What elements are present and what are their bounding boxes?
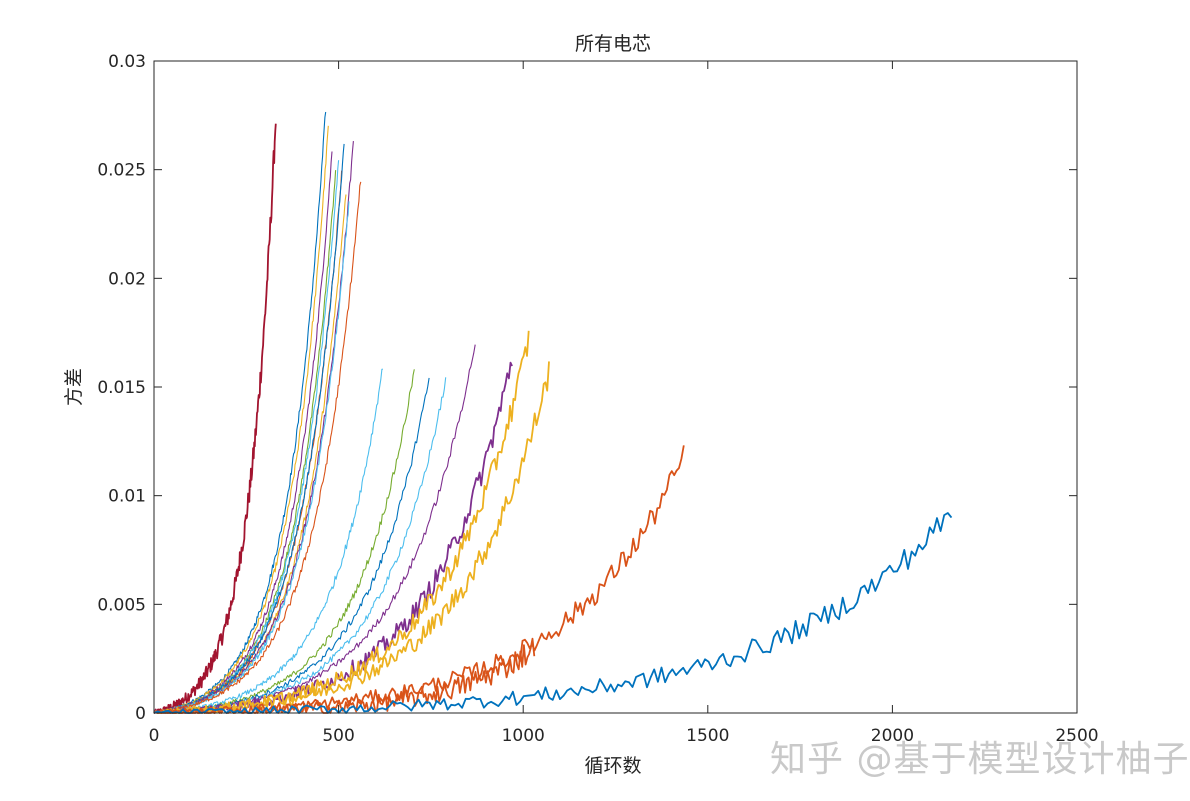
series-line [153, 445, 685, 714]
y-tick-label: 0.01 [108, 487, 146, 507]
watermark-text: 知乎 @基于模型设计柚子 [770, 739, 1190, 780]
x-tick-label: 500 [322, 726, 354, 746]
y-axis-title: 方差 [63, 368, 85, 406]
series-line [153, 377, 430, 714]
series-line [153, 125, 329, 714]
series-line [153, 361, 513, 714]
plot-lines [153, 111, 953, 714]
y-tick-label: 0.025 [97, 161, 146, 181]
y-axis: 0 0.005 0.01 0.015 0.02 0.025 0.03 [97, 52, 1077, 724]
series-line [153, 361, 550, 714]
y-tick-label: 0.03 [108, 52, 146, 72]
series-line [154, 143, 345, 714]
x-tick-label: 1000 [502, 726, 545, 746]
series-line [153, 330, 530, 714]
series-line [153, 170, 343, 714]
x-axis-title: 循环数 [584, 755, 641, 777]
series-line [153, 123, 277, 714]
series-line [153, 111, 327, 714]
x-tick-label: 1500 [686, 726, 729, 746]
plot-frame [153, 60, 1078, 714]
series-line [154, 369, 415, 714]
y-tick-label: 0.015 [97, 378, 146, 398]
y-tick-label: 0 [135, 704, 146, 724]
series-line [153, 151, 333, 714]
series-line [153, 368, 383, 714]
series-line [154, 170, 337, 714]
x-tick-label: 2500 [1055, 726, 1098, 746]
series-line [153, 637, 536, 714]
y-tick-label: 0.02 [108, 269, 146, 289]
chart-title: 所有电芯 [575, 33, 651, 55]
y-tick-label: 0.005 [97, 595, 146, 615]
x-axis: 0 500 1000 1500 2000 2500 [149, 61, 1099, 746]
series-line [153, 512, 953, 714]
series-line [153, 201, 350, 714]
x-tick-label: 0 [149, 726, 160, 746]
series-line [153, 344, 476, 714]
x-tick-label: 2000 [871, 726, 914, 746]
